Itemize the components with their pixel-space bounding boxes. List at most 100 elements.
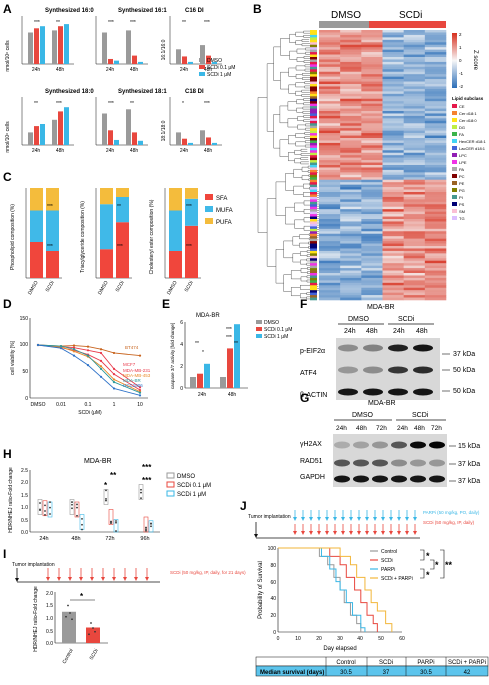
j-ytick-100: 100	[268, 546, 277, 552]
heatmap-cell	[361, 233, 383, 237]
e-bar	[197, 373, 203, 388]
j-arrowhead-parp	[317, 517, 321, 521]
lipid-swatch	[452, 146, 457, 150]
d-ytick-150: 150	[20, 316, 29, 322]
heatmap-cell	[340, 263, 362, 266]
panel-i: Tumor implantation SCDi (50 mg/kg, IP, d…	[12, 562, 246, 665]
lipid-class-cell	[310, 32, 317, 36]
a-bar	[102, 113, 107, 145]
heatmap-cell	[319, 30, 341, 33]
heatmap-cell	[340, 172, 362, 176]
a-bar	[212, 142, 217, 145]
c-star: ***	[47, 204, 53, 210]
heatmap-cell	[340, 84, 362, 87]
lipid-name: PE	[459, 181, 465, 186]
i-xtick-scdi: SCDi	[89, 648, 100, 661]
heatmap-cell	[403, 253, 426, 257]
h-box	[42, 500, 48, 517]
heatmap-cell	[319, 221, 341, 225]
heatmap-cell	[340, 49, 362, 53]
lipid-class-cell	[310, 295, 317, 298]
heatmap-cell	[424, 106, 447, 109]
heatmap-cell	[361, 103, 383, 107]
f-kda-2: 50 kDa	[453, 367, 475, 374]
a-stars: ***	[108, 20, 114, 26]
heatmap-cell	[361, 61, 383, 65]
heatmap-cell	[382, 223, 404, 227]
heatmap-cell	[340, 61, 362, 65]
heatmap-cell	[382, 160, 404, 163]
heatmap-cell	[382, 199, 404, 203]
heatmap-cell	[340, 135, 362, 139]
heatmap-cell	[361, 290, 383, 293]
panel-a-plot-16-1: 24h 48h *** ***	[95, 16, 148, 73]
heatmap-cell	[361, 179, 383, 183]
e-bar	[227, 348, 233, 388]
heatmap-cell	[319, 290, 341, 293]
heatmap-cell	[382, 86, 404, 90]
heatmap-cell	[340, 199, 362, 203]
heatmap-cell	[424, 115, 447, 119]
lipid-class-cell	[310, 93, 317, 97]
heatmap-cell	[319, 187, 341, 190]
panel-h-boxes	[37, 484, 154, 533]
d-point	[138, 386, 142, 389]
lipid-swatch	[452, 160, 457, 164]
heatmap-cell	[403, 160, 426, 163]
lipid-class-cell	[310, 265, 317, 269]
heatmap-cell	[424, 216, 447, 220]
heatmap-cell	[424, 69, 447, 73]
heatmap-cell	[319, 160, 341, 163]
a-bar	[34, 126, 39, 145]
panel-letter-f: F	[300, 297, 307, 311]
lipid-class-cell	[310, 206, 317, 210]
heatmap-cell	[424, 142, 447, 146]
a-xtick: 48h	[56, 67, 65, 73]
lipid-class-cell	[310, 66, 317, 70]
heatmap-cell	[319, 255, 341, 259]
c-bar-segment	[169, 251, 182, 278]
heatmap-cell	[361, 285, 383, 289]
lipid-class-cell	[310, 184, 317, 188]
d-ytick-0: 0	[25, 396, 28, 402]
heatmap-cell	[382, 250, 404, 254]
lipid-class-cell	[310, 270, 317, 274]
heatmap-cell	[403, 182, 426, 185]
i-star: *	[80, 592, 84, 601]
heatmap-cell	[382, 233, 404, 237]
c-star: ***	[117, 244, 123, 250]
g-band	[410, 441, 426, 449]
heatmap-cell	[424, 123, 447, 127]
c-bar-segment	[116, 188, 129, 197]
lipid-class-cell	[310, 189, 317, 193]
lipid-class-cell	[310, 211, 317, 215]
heatmap-cell	[340, 233, 362, 237]
panel-a-plot-18-1: 24h 48h*** **	[95, 97, 148, 154]
e-bar	[220, 377, 226, 388]
lipid-class-cell	[310, 263, 317, 266]
heatmap-cell	[403, 282, 426, 286]
lipid-class-cell	[310, 199, 317, 203]
lipid-class-cell	[310, 231, 317, 235]
g-band	[334, 459, 350, 467]
panel-j-y-ticks: 0 20 40 60 80 100	[268, 546, 277, 636]
lipid-class-cell	[310, 147, 317, 151]
lipid-class-cell	[310, 165, 317, 168]
g-band	[334, 475, 350, 483]
legend-swatch-dmso	[199, 58, 205, 62]
heatmap-cell	[361, 236, 383, 239]
heatmap-cell	[424, 221, 447, 225]
heatmap-cell	[319, 150, 341, 154]
heatmap-cell	[319, 32, 341, 36]
h-box	[113, 519, 119, 533]
lipid-class-cell	[310, 273, 317, 276]
j-arrowhead-scd	[365, 531, 369, 535]
h-point	[105, 489, 107, 492]
lipid-swatch	[452, 125, 457, 129]
heatmap-cell	[319, 145, 341, 149]
heatmap-cell	[382, 241, 404, 244]
heatmap-cell	[403, 273, 426, 276]
heatmap-cell	[403, 246, 426, 249]
legend-sfa: SFA	[216, 196, 227, 202]
a-xtick: 48h	[130, 67, 139, 73]
